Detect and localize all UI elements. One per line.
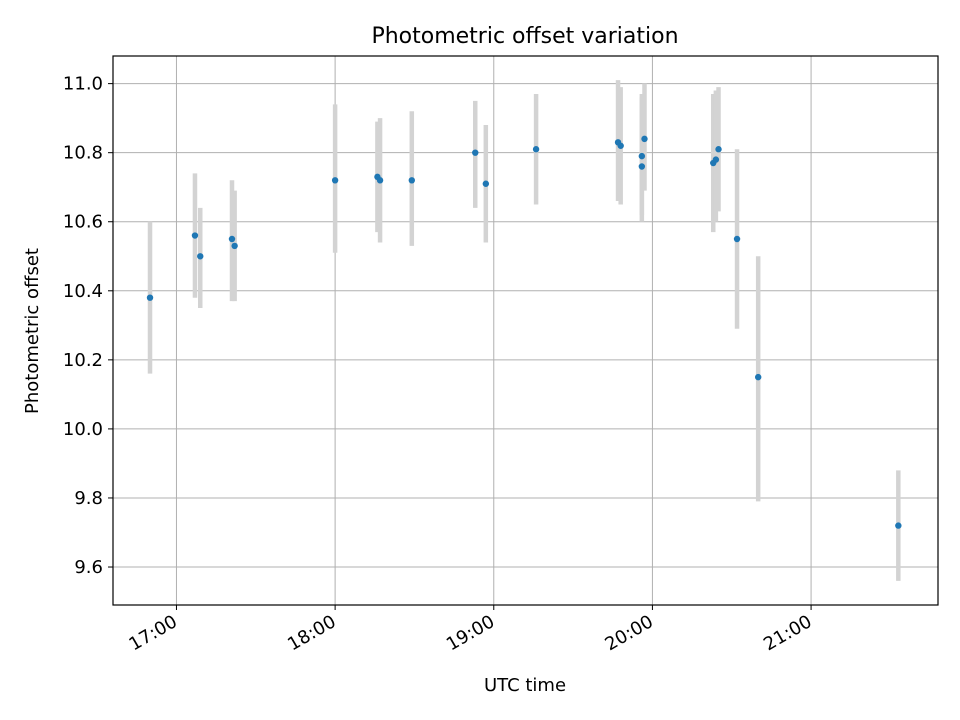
data-point	[191, 232, 199, 239]
data-point	[376, 177, 384, 184]
y-axis-label: Photometric offset	[22, 248, 43, 414]
grid-lines	[113, 56, 938, 605]
data-point	[472, 149, 479, 156]
data-point	[895, 522, 902, 529]
data-point	[733, 235, 741, 243]
y-tick-label: 10.2	[63, 350, 103, 371]
y-tick-label: 10.8	[63, 143, 103, 164]
y-axis-ticks: 9.6 9.8 10.0 10.2 10.4 10.6 10.8 11.0	[63, 74, 113, 578]
y-tick-label: 9.8	[74, 488, 103, 509]
y-tick-label: 9.6	[74, 557, 103, 578]
plot-frame	[112, 55, 939, 606]
data-points	[146, 135, 902, 529]
y-tick-label: 10.4	[63, 281, 103, 302]
x-axis-label: UTC time	[484, 675, 566, 696]
data-point	[231, 242, 238, 250]
data-point	[617, 142, 624, 149]
data-point	[754, 373, 762, 381]
data-point	[408, 177, 415, 184]
data-point	[146, 294, 154, 301]
data-point	[197, 253, 204, 260]
data-point	[532, 146, 540, 153]
data-point	[228, 235, 236, 243]
data-point	[638, 152, 646, 160]
data-point	[331, 177, 339, 184]
y-tick-label: 10.6	[63, 212, 103, 233]
y-tick-label: 10.0	[63, 419, 103, 440]
data-point	[638, 163, 646, 170]
data-point	[715, 146, 722, 153]
data-point	[641, 135, 648, 143]
data-point	[482, 180, 490, 187]
y-tick-label: 11.0	[63, 74, 103, 95]
data-point	[712, 156, 720, 163]
chart-title: Photometric offset variation	[371, 24, 678, 49]
